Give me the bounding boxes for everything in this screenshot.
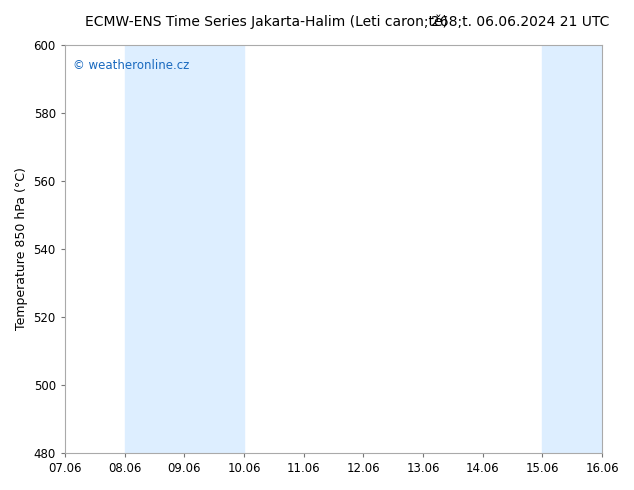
Text: ECMW-ENS Time Series Jakarta-Halim (Leti caron;tě): ECMW-ENS Time Series Jakarta-Halim (Leti…	[85, 15, 448, 29]
Text: 268;t. 06.06.2024 21 UTC: 268;t. 06.06.2024 21 UTC	[430, 15, 609, 29]
Bar	[543, 45, 602, 453]
Y-axis label: Temperature 850 hPa (°C): Temperature 850 hPa (°C)	[15, 167, 28, 330]
Text: © weatheronline.cz: © weatheronline.cz	[73, 59, 190, 72]
Bar	[124, 45, 184, 453]
Bar	[602, 45, 632, 453]
Bar	[184, 45, 244, 453]
